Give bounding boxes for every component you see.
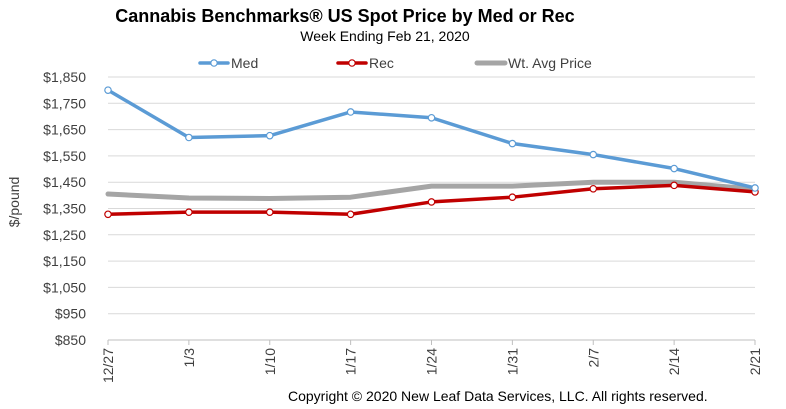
x-tick-label: 1/10 (262, 348, 278, 375)
series-rec (104, 181, 759, 219)
legend-item: Rec (336, 55, 394, 71)
data-point (670, 164, 678, 173)
series-layer (104, 86, 759, 219)
x-tick-label: 1/3 (181, 348, 197, 368)
data-point (104, 210, 112, 219)
data-point (427, 198, 436, 206)
data-point (751, 184, 759, 192)
data-point (508, 193, 517, 201)
y-tick-label: $1,650 (43, 122, 86, 138)
data-point (508, 139, 517, 148)
y-tick-label: $1,250 (43, 227, 86, 243)
legend-label: Med (231, 55, 258, 71)
y-tick-label: $1,550 (43, 148, 86, 164)
data-point (185, 133, 193, 142)
legend-label: Rec (369, 55, 394, 71)
y-tick-label: $1,350 (43, 201, 86, 217)
data-point (104, 86, 112, 94)
data-point (265, 208, 274, 216)
data-point (346, 108, 355, 116)
copyright-footer: Copyright © 2020 New Leaf Data Services,… (288, 388, 708, 404)
x-tick-label: 1/17 (343, 348, 359, 375)
y-tick-label: $850 (55, 332, 86, 348)
legend-item: Med (198, 55, 258, 71)
x-tick-label: 2/7 (585, 348, 601, 368)
chart-subtitle: Week Ending Feb 21, 2020 (300, 28, 470, 44)
legend: Med Rec Wt. Avg Price (198, 55, 592, 71)
data-point (265, 131, 274, 140)
chart-title: Cannabis Benchmarks® US Spot Price by Me… (115, 6, 575, 26)
y-tick-label: $1,450 (43, 174, 86, 190)
y-tick-label: $1,150 (43, 253, 86, 269)
data-point (589, 150, 598, 159)
legend-label: Wt. Avg Price (508, 55, 592, 71)
x-tick-label: 2/14 (666, 348, 682, 375)
legend-marker (348, 59, 356, 67)
series-line (105, 179, 758, 202)
x-tick-label: 12/27 (100, 348, 116, 383)
data-point (346, 210, 355, 219)
x-tick-label: 1/24 (424, 348, 440, 375)
y-axis-ticks: $850 $950 $1,050 $1,150 $1,250 $1,350 $1,450 $1… (43, 69, 86, 348)
y-tick-label: $1,750 (43, 95, 86, 111)
x-tick-label: 1/31 (504, 348, 520, 375)
series-wt-avg-price (105, 179, 758, 202)
legend-item: Wt. Avg Price (474, 55, 592, 71)
data-point (427, 113, 436, 122)
legend-marker (210, 59, 218, 67)
data-point (670, 181, 678, 190)
x-tick-label: 2/21 (747, 348, 763, 375)
x-axis-ticks: 12/27 1/3 1/10 1/17 1/24 1/31 2/7 2/14 2/21 (100, 340, 763, 383)
data-point (589, 184, 598, 193)
y-axis-title: $/pound (6, 177, 22, 228)
series-med (104, 86, 759, 192)
y-tick-label: $950 (55, 306, 86, 322)
data-point (185, 208, 193, 216)
series-line (106, 88, 757, 190)
y-tick-label: $1,050 (43, 279, 86, 295)
y-tick-label: $1,850 (43, 69, 86, 85)
